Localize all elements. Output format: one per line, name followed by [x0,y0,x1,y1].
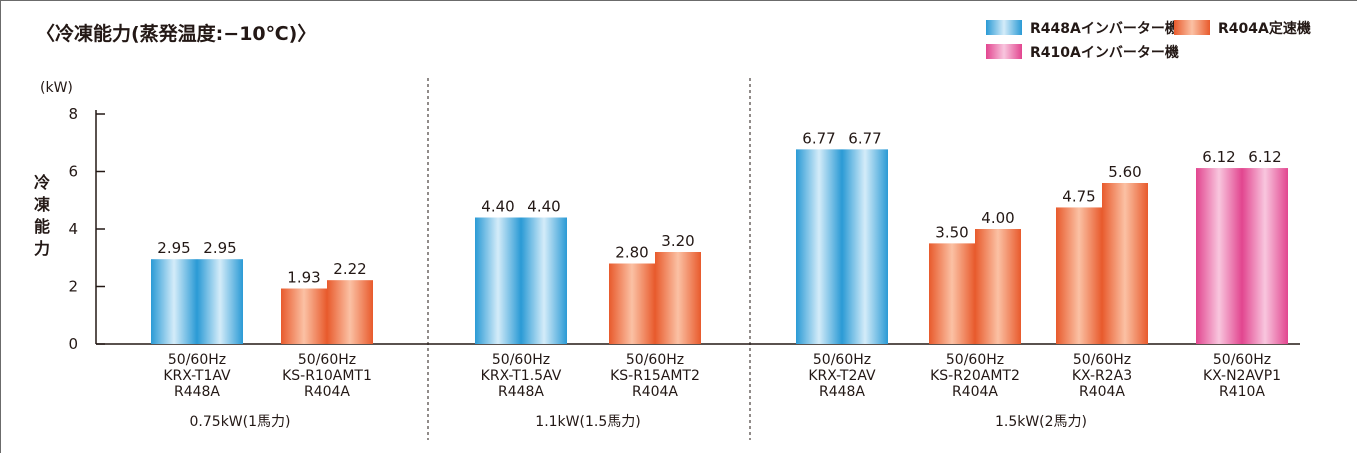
y-axis-label-char: 力 [34,239,50,258]
data-label: 4.40 [481,198,514,216]
category-label: KS-R20AMT2 [930,368,1020,384]
category-label: KRX-T2AV [808,368,876,384]
data-label: 4.75 [1062,187,1095,205]
data-label: 4.40 [527,198,560,216]
category-label: 50/60Hz [298,352,356,368]
data-label: 2.95 [203,239,236,257]
y-tick-label: 0 [68,335,78,353]
data-label: 3.20 [661,232,694,250]
bar [197,259,243,344]
category-label: R404A [632,384,678,400]
category-label: R448A [819,384,865,400]
category-label: KX-N2AVP1 [1203,368,1281,384]
y-tick-label: 6 [68,163,78,181]
legend-swatch [1174,20,1210,35]
bar [151,259,197,344]
legend: R448Aインバーター機 R404A定速機 R410Aインバーター機 [986,20,1311,61]
bar [796,149,842,344]
data-label: 3.50 [935,223,968,241]
legend-label: R410Aインバーター機 [1030,44,1179,61]
bars: 2.95 2.95 1.93 2.22 4.40 4.40 2.80 3.20 6.77 6.77… [151,129,1288,344]
bar [475,217,521,344]
bar [521,217,567,344]
data-label: 2.95 [157,239,190,257]
y-unit: (kW) [40,80,73,96]
y-axis-label: 冷凍能力 [34,173,50,258]
category-label: KS-R15AMT2 [610,368,700,384]
bar [929,243,975,344]
category-label: R404A [952,384,998,400]
category-label: R448A [174,384,220,400]
bar [655,252,701,344]
data-label: 6.12 [1202,148,1235,166]
data-label: 6.77 [802,129,835,147]
group-dividers [427,78,751,440]
category-label: 50/60Hz [492,352,550,368]
y-tick-label: 8 [68,105,78,123]
bar [1196,168,1242,344]
category-label: KS-R10AMT1 [282,368,372,384]
bar [842,149,888,344]
group-label: 1.1kW(1.5馬力) [535,414,640,430]
bar [1242,168,1288,344]
data-label: 2.22 [333,260,366,278]
legend-swatch [986,20,1022,35]
category-label: 50/60Hz [946,352,1004,368]
bar [1102,183,1148,344]
group-label: 0.75kW(1馬力) [190,414,291,430]
data-label: 6.77 [848,129,881,147]
category-label: 50/60Hz [1213,352,1271,368]
category-label: 50/60Hz [168,352,226,368]
category-label: R448A [498,384,544,400]
data-label: 2.80 [615,244,648,262]
category-label: KX-R2A3 [1072,368,1132,384]
y-axis-label-char: 凍 [34,195,50,214]
bar [1056,207,1102,344]
category-label: 50/60Hz [813,352,871,368]
data-label: 5.60 [1108,163,1141,181]
y-axis-label-char: 能 [34,217,50,236]
y-tick-label: 2 [68,278,78,296]
y-axis-label-char: 冷 [34,173,50,192]
category-label: R404A [1079,384,1125,400]
category-label: R404A [304,384,350,400]
bar [281,288,327,344]
bar [609,263,655,344]
category-label: 50/60Hz [626,352,684,368]
group-label: 1.5kW(2馬力) [995,414,1087,430]
data-label: 4.00 [981,209,1014,227]
category-label: 50/60Hz [1073,352,1131,368]
category-label: R410A [1219,384,1265,400]
category-label: KRX-T1AV [163,368,231,384]
category-label: KRX-T1.5AV [481,368,562,384]
legend-label: R448Aインバーター機 [1030,20,1179,37]
legend-label: R404A定速機 [1218,20,1311,37]
chart-title: 〈冷凍能力(蒸発温度:−10℃)〉 [36,22,316,45]
bar [975,229,1021,344]
legend-swatch [986,44,1022,59]
y-tick-label: 4 [68,220,78,238]
bar [327,280,373,344]
data-label: 6.12 [1248,148,1281,166]
category-labels: 50/60HzKRX-T1AVR448A50/60HzKS-R10AMT1R40… [163,352,1281,430]
data-label: 1.93 [287,269,320,287]
